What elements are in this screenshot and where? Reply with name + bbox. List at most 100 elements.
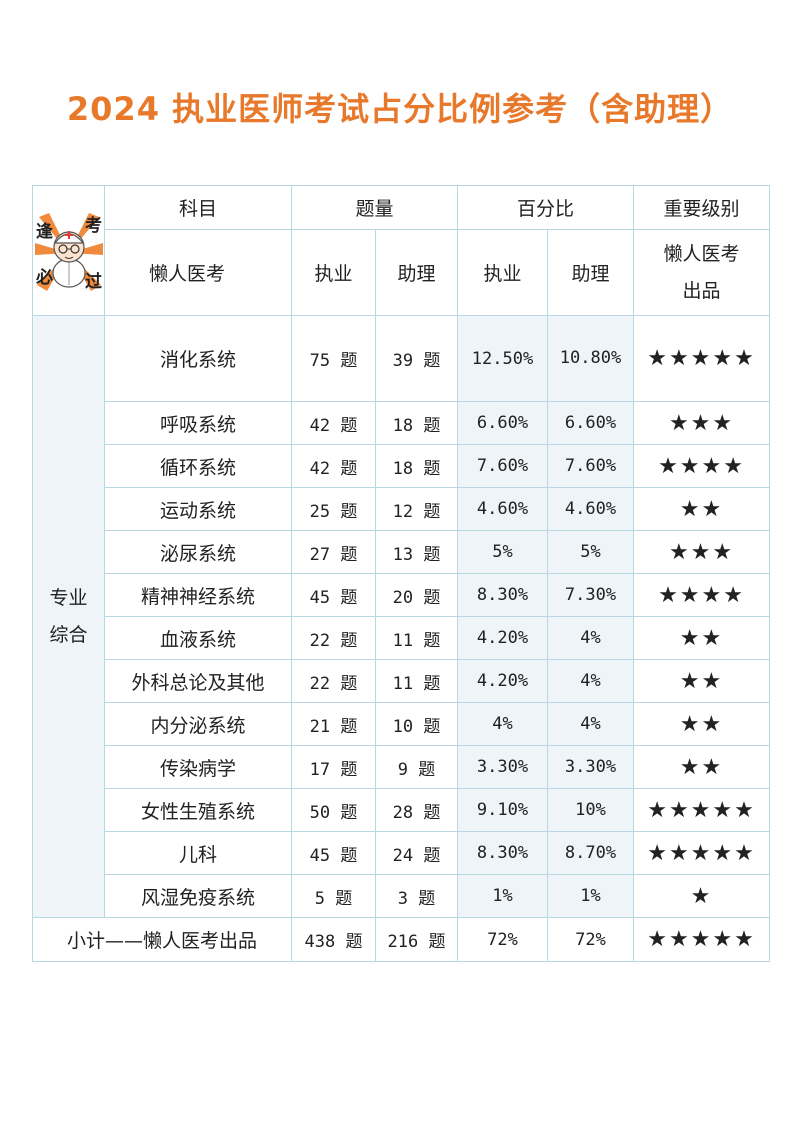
zhuli-percent: 4.60% — [547, 487, 635, 531]
score-table: 逢 考 必 过 科目 题量 百分比 重要级别 懒人医考 执业 助理 执业 助理 … — [32, 185, 771, 962]
subtotal-row: 小计——懒人医考出品 438 题 216 题 72% 72% ★★★★★ — [32, 917, 771, 962]
zhuli-percent: 6.60% — [547, 401, 635, 445]
subtotal-zhuli-count: 216 题 — [374, 917, 459, 962]
header-brand: 懒人医考 — [104, 229, 292, 316]
header-zhuli-pct: 助理 — [547, 229, 635, 316]
zhiye-count: 5 题 — [291, 874, 376, 918]
zhiye-count: 27 题 — [291, 530, 376, 574]
subject-name: 循环系统 — [104, 444, 292, 488]
zhuli-percent: 4% — [547, 659, 635, 703]
doctor-mascot-icon: 逢 考 必 过 — [35, 212, 103, 292]
logo-char-1: 逢 — [36, 221, 53, 242]
subtotal-zhiye-count: 438 题 — [291, 917, 376, 962]
zhuli-percent: 8.70% — [547, 831, 635, 875]
zhuli-count: 11 题 — [374, 616, 459, 660]
logo-char-4: 过 — [85, 272, 102, 292]
zhuli-percent: 10.80% — [547, 315, 635, 402]
zhiye-count: 45 题 — [291, 573, 376, 617]
importance-stars: ★★ — [633, 702, 771, 746]
zhuli-percent: 1% — [547, 874, 635, 918]
group-label-line2: 综合 — [49, 623, 88, 646]
importance-stars: ★★★ — [633, 401, 771, 445]
zhiye-percent: 6.60% — [457, 401, 549, 445]
importance-stars: ★★ — [633, 616, 771, 660]
zhiye-percent: 5% — [457, 530, 549, 574]
importance-stars: ★★★★★ — [633, 831, 771, 875]
header-zhiye: 执业 — [291, 229, 376, 316]
zhiye-count: 17 题 — [291, 745, 376, 789]
subject-name: 运动系统 — [104, 487, 292, 531]
subject-name: 传染病学 — [104, 745, 292, 789]
zhuli-count: 13 题 — [374, 530, 459, 574]
zhiye-percent: 12.50% — [457, 315, 549, 402]
header-brand-out-line2: 出品 — [682, 279, 721, 302]
header-zhuli: 助理 — [374, 229, 459, 316]
zhuli-count: 20 题 — [374, 573, 459, 617]
zhiye-percent: 9.10% — [457, 788, 549, 832]
zhuli-percent: 7.30% — [547, 573, 635, 617]
importance-stars: ★ — [633, 874, 771, 918]
zhuli-percent: 3.30% — [547, 745, 635, 789]
group-label: 专业 综合 — [32, 315, 105, 918]
zhiye-count: 22 题 — [291, 616, 376, 660]
table-row: 专业 综合 消化系统 75 题 39 题 12.50% 10.80% ★★★★★ — [32, 315, 771, 918]
table-row: 内分泌系统 21 题 10 题 4% 4% ★★ — [33, 702, 771, 746]
table-row: 女性生殖系统 50 题 28 题 9.10% 10% ★★★★★ — [33, 788, 771, 832]
zhiye-count: 45 题 — [291, 831, 376, 875]
group-label-line1: 专业 — [49, 587, 88, 610]
table-row: 血液系统 22 题 11 题 4.20% 4% ★★ — [33, 616, 771, 660]
zhiye-count: 21 题 — [291, 702, 376, 746]
zhuli-count: 28 题 — [374, 788, 459, 832]
zhuli-percent: 7.60% — [547, 444, 635, 488]
subject-name: 女性生殖系统 — [104, 788, 292, 832]
zhiye-count: 42 题 — [291, 401, 376, 445]
logo-char-3: 必 — [35, 267, 53, 288]
zhuli-percent: 5% — [547, 530, 635, 574]
zhiye-percent: 8.30% — [457, 573, 549, 617]
zhiye-percent: 8.30% — [457, 831, 549, 875]
subtotal-stars: ★★★★★ — [633, 917, 771, 962]
logo-char-2: 考 — [84, 215, 102, 236]
header-count: 题量 — [290, 185, 459, 230]
importance-stars: ★★★★ — [633, 573, 771, 617]
importance-stars: ★★★★★ — [633, 315, 771, 402]
header-subject: 科目 — [104, 185, 292, 230]
zhiye-count: 22 题 — [291, 659, 376, 703]
zhiye-percent: 4.60% — [457, 487, 549, 531]
zhiye-count: 50 题 — [291, 788, 376, 832]
subject-name: 呼吸系统 — [104, 401, 292, 445]
zhuli-percent: 10% — [547, 788, 635, 832]
subject-name: 外科总论及其他 — [104, 659, 292, 703]
zhuli-count: 11 题 — [374, 659, 459, 703]
subject-name: 血液系统 — [104, 616, 292, 660]
importance-stars: ★★ — [633, 487, 771, 531]
importance-stars: ★★★★ — [633, 444, 771, 488]
subject-name: 风湿免疫系统 — [104, 874, 292, 918]
header-zhiye-pct: 执业 — [457, 229, 549, 316]
zhuli-count: 12 题 — [374, 487, 459, 531]
zhuli-count: 24 题 — [374, 831, 459, 875]
table-row: 呼吸系统 42 题 18 题 6.60% 6.60% ★★★ — [33, 401, 771, 445]
header-brand-out-line1: 懒人医考 — [663, 243, 740, 266]
table-row: 儿科 45 题 24 题 8.30% 8.70% ★★★★★ — [33, 831, 771, 875]
zhiye-count: 25 题 — [291, 487, 376, 531]
zhiye-percent: 4.20% — [457, 616, 549, 660]
zhuli-count: 18 题 — [374, 401, 459, 445]
zhiye-percent: 1% — [457, 874, 549, 918]
header-level: 重要级别 — [633, 185, 771, 230]
logo-badge: 逢 考 必 过 — [33, 207, 104, 295]
importance-stars: ★★★★★ — [633, 788, 771, 832]
zhuli-count: 39 题 — [374, 315, 459, 402]
zhuli-percent: 4% — [547, 702, 635, 746]
subject-name: 儿科 — [104, 831, 292, 875]
header-brand-out: 懒人医考 出品 — [633, 229, 771, 316]
logo-cell: 逢 考 必 过 — [32, 185, 105, 316]
table-row: 运动系统 25 题 12 题 4.60% 4.60% ★★ — [33, 487, 771, 531]
subject-name: 泌尿系统 — [104, 530, 292, 574]
subtotal-zhuli-percent: 72% — [547, 917, 635, 962]
header-percent: 百分比 — [457, 185, 635, 230]
zhiye-count: 42 题 — [291, 444, 376, 488]
zhiye-percent: 4% — [457, 702, 549, 746]
